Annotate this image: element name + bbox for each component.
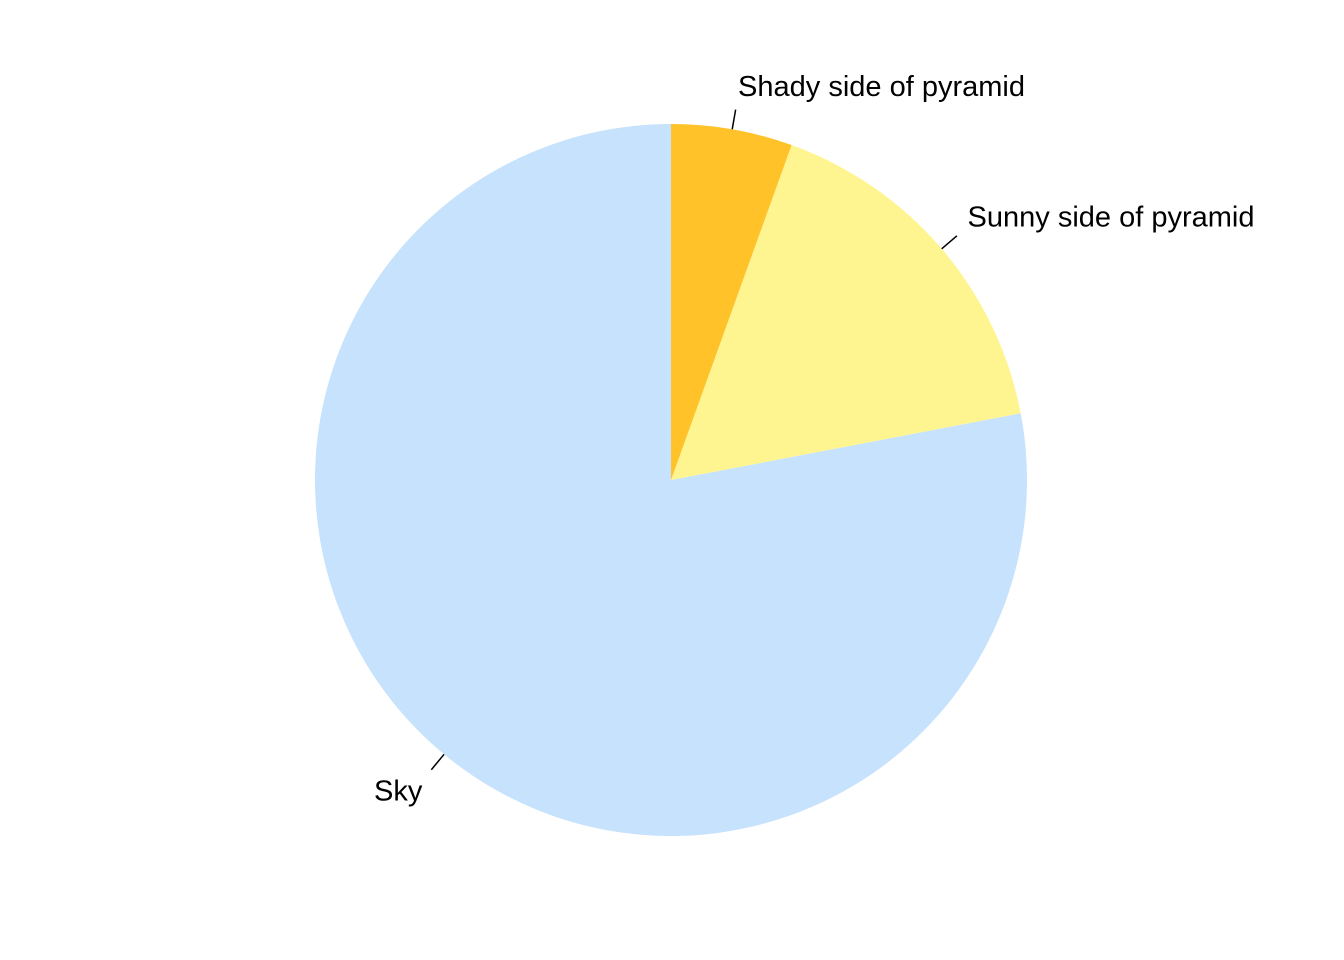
- leader-line-1: [941, 235, 958, 250]
- slice-label-0: Sky: [374, 776, 423, 808]
- leader-line-0: [430, 753, 445, 771]
- slice-labels: Sky Sunny side of pyramid Shady side of py…: [374, 71, 1254, 808]
- slice-label-1: Sunny side of pyramid: [968, 202, 1255, 234]
- pie-slice-1: [671, 145, 1021, 480]
- pie-slice-2: [671, 124, 792, 480]
- pie-slice-0: [315, 124, 1027, 837]
- leader-lines: [430, 109, 958, 771]
- slice-label-2: Shady side of pyramid: [738, 71, 1025, 103]
- leader-line-2: [731, 109, 737, 130]
- pie-slices: [315, 124, 1027, 837]
